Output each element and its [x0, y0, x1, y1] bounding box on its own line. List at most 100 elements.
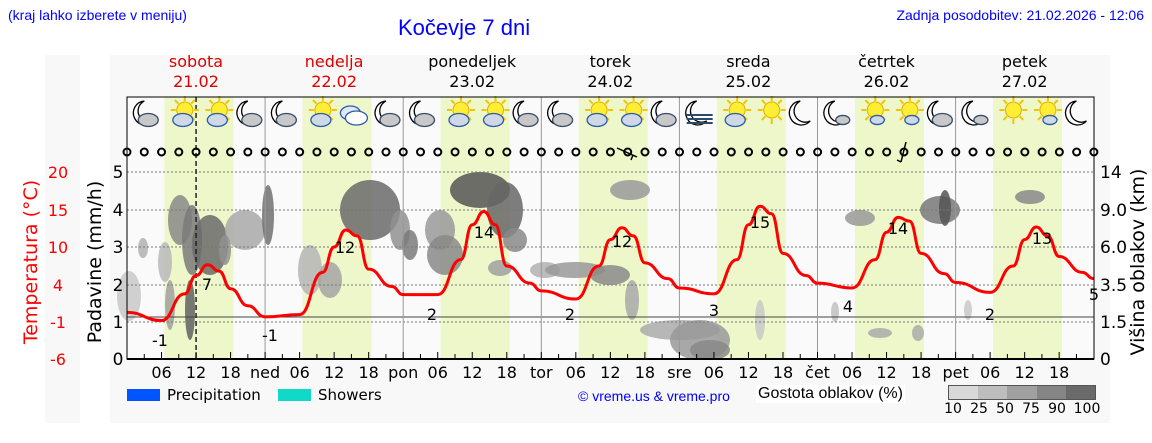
wind-calm-marker: [605, 147, 615, 157]
sun-ray: [880, 99, 886, 105]
cloud-density-blob: [590, 265, 630, 285]
wind-barb-icon: [896, 141, 907, 163]
precip-axis-label: Padavine (mm/h): [84, 181, 106, 344]
temperature-tick: -6: [50, 350, 66, 369]
cloud-density-blob: [225, 210, 265, 250]
wind-calm-marker: [744, 147, 754, 157]
sun-ray: [1019, 115, 1024, 121]
x-tick-label: 12: [1014, 363, 1034, 382]
wind-calm-marker: [157, 147, 167, 157]
wind-calm-marker: [381, 147, 391, 157]
sun-cloud-icon: [170, 96, 199, 128]
wind-calm-marker: [416, 147, 426, 157]
sun-ray: [604, 99, 610, 105]
moon-cloud-icon: [650, 100, 677, 128]
sun-cloud-icon: [446, 96, 475, 128]
x-tick-label: ned: [250, 363, 280, 382]
wind-calm-marker: [761, 147, 771, 157]
temperature-label: 12: [335, 238, 355, 257]
temperature-label: 14: [888, 219, 908, 238]
sun-cloud-icon: [308, 96, 337, 128]
temperature-axis-label: Temperatura (°C): [20, 180, 42, 345]
cloud-density-blob: [1015, 190, 1045, 204]
temperature-label: -1: [152, 331, 168, 350]
sun-ray: [742, 99, 748, 105]
daylight-band: [993, 97, 1063, 359]
x-tick-label: 18: [220, 363, 240, 382]
sun-small-cloud-icon: [861, 96, 890, 126]
cloud-density-blob: [192, 215, 228, 275]
day-date: 23.02: [449, 72, 496, 91]
temperature-label: 2: [565, 305, 575, 324]
sun: [763, 101, 781, 119]
density-tick: 100: [1073, 401, 1101, 417]
sun-ray: [726, 99, 732, 105]
wind-calm-marker: [934, 147, 944, 157]
cloud-density-blob: [402, 230, 418, 260]
day-header-6: petek 27.02: [956, 52, 1094, 92]
wind-calm-marker: [1072, 147, 1082, 157]
temperature-label: 2: [985, 305, 995, 324]
cloud-density-blob: [939, 190, 951, 226]
weather-icons: [132, 96, 1087, 128]
temperature-curve: [126, 204, 1094, 323]
cloud-density-blob: [610, 180, 650, 200]
moon-small-cloud-icon: [823, 100, 851, 126]
x-tick-label: 12: [738, 363, 758, 382]
x-tick-label: pon: [388, 363, 418, 382]
cloud-density-blob: [117, 271, 141, 321]
x-tick-label: 12: [186, 363, 206, 382]
wind-calm-marker: [346, 147, 356, 157]
cloud: [310, 112, 332, 128]
cloud: [931, 112, 953, 128]
sun-ray: [190, 99, 196, 105]
temperature-label: 14: [474, 223, 494, 242]
wind-calm-marker: [519, 147, 529, 157]
sun-icon: [999, 96, 1028, 124]
moon-cloud-icon: [512, 100, 539, 128]
day-date: 24.02: [587, 72, 634, 91]
sun-cloud-icon: [205, 96, 234, 128]
wind-calm-marker: [1037, 147, 1047, 157]
temperature-tick: -1: [50, 313, 66, 332]
day-header-1: nedelja 22.02: [265, 52, 403, 92]
temperature-label: 3: [709, 301, 719, 320]
wind-calm-marker: [882, 147, 892, 157]
cloud: [275, 112, 298, 128]
sun-ray: [208, 99, 214, 105]
cloud-density-blob: [318, 262, 342, 298]
x-tick-label: 06: [842, 363, 862, 382]
showers-swatch: [278, 389, 311, 401]
precipitation-label: Precipitation: [167, 386, 261, 404]
cloud-height-tick: 1.5: [1100, 313, 1127, 333]
temperature-label: 4: [843, 297, 853, 316]
moon-icon: [788, 100, 811, 126]
wind-calm-marker: [657, 147, 667, 157]
wind-calm-marker: [226, 147, 236, 157]
x-tick-label: 12: [600, 363, 620, 382]
wind-calm-marker: [795, 147, 805, 157]
cloud-density-blob: [868, 328, 892, 338]
moon: [788, 100, 811, 126]
wind-calm-marker: [692, 147, 702, 157]
cloud: [1042, 114, 1058, 126]
wind-calm-marker: [329, 147, 339, 157]
sun-icon: [757, 96, 786, 124]
x-tick-label: 18: [358, 363, 378, 382]
temperature-label: -1: [262, 326, 278, 345]
sun-ray: [777, 99, 783, 105]
cloud-density-blob: [340, 180, 400, 240]
temperature-label: 13: [1032, 229, 1052, 248]
day-header-3: torek 24.02: [541, 52, 679, 92]
cloud-front: [344, 110, 369, 126]
temperature-tick: 20: [48, 163, 68, 182]
precip-tick: 0: [113, 350, 124, 370]
wind-calm-marker: [675, 147, 685, 157]
sun-ray: [1037, 115, 1043, 121]
grid-lines: [127, 97, 1094, 359]
precip-tick: 2: [113, 276, 124, 296]
cloud: [724, 112, 746, 128]
copyright-link[interactable]: © vreme.us & vreme.pro: [578, 388, 730, 404]
cloud-density-blob: [427, 235, 463, 275]
wind-calm-marker: [985, 147, 995, 157]
